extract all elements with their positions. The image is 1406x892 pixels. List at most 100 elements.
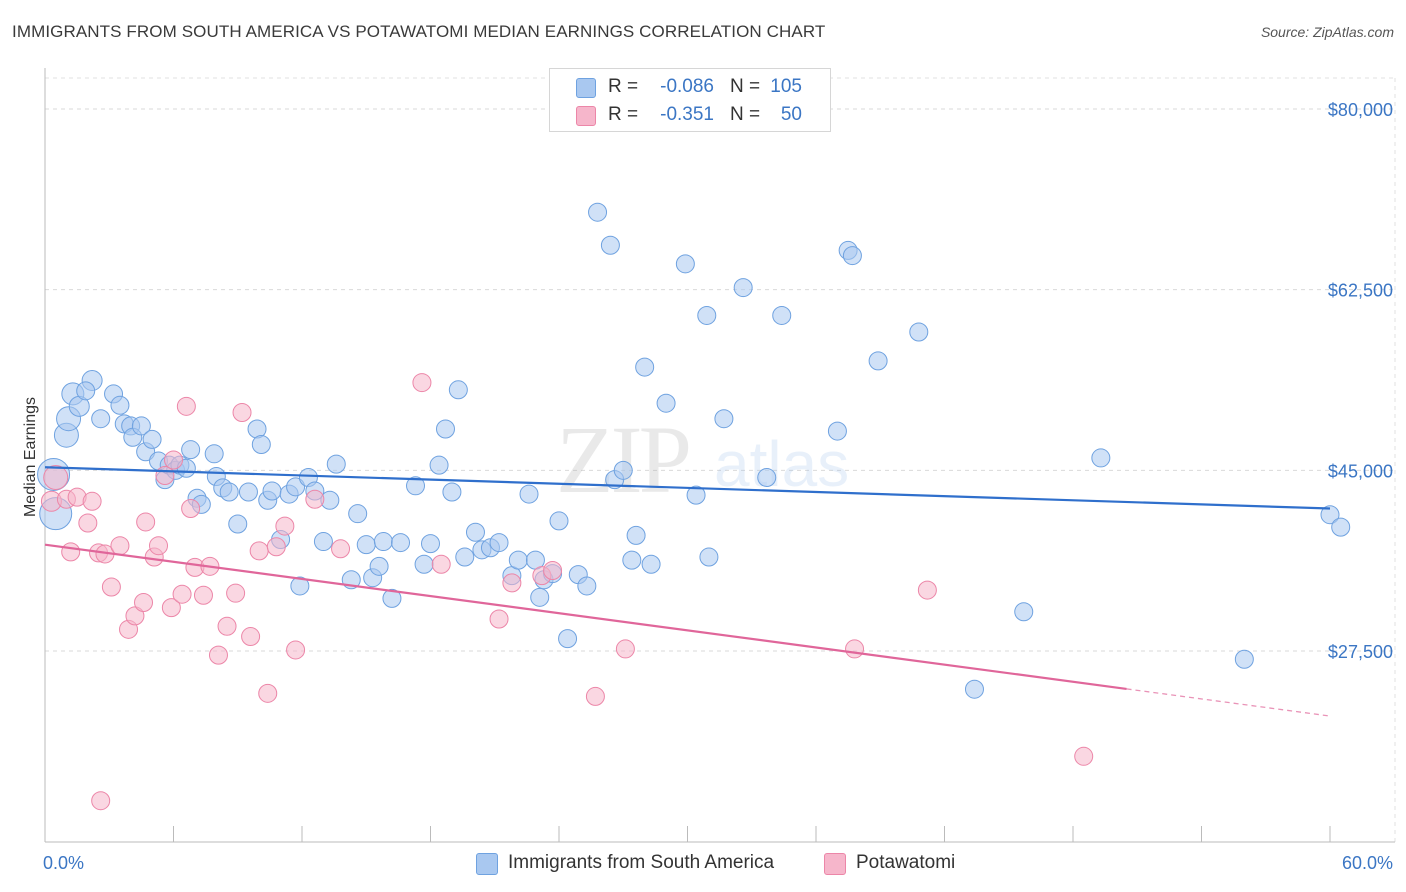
point-immigrants xyxy=(391,533,411,553)
trend-line-potawatomi xyxy=(44,543,1127,690)
point-immigrants xyxy=(406,476,426,496)
point-immigrants xyxy=(348,504,368,524)
point-potawatomi xyxy=(61,542,81,562)
point-immigrants xyxy=(489,533,509,553)
point-immigrants xyxy=(356,535,376,555)
point-potawatomi xyxy=(43,465,69,491)
y-tick-label: $45,000 xyxy=(1328,461,1393,481)
point-immigrants xyxy=(455,547,475,567)
watermark: ZIP atlas xyxy=(556,406,849,513)
point-potawatomi xyxy=(125,606,145,626)
trend-line-immigrants xyxy=(44,466,1331,510)
y-axis-label: Median Earnings xyxy=(22,397,39,517)
legend-swatch-immigrants xyxy=(576,78,596,98)
point-immigrants xyxy=(1014,602,1034,622)
point-immigrants xyxy=(868,351,888,371)
point-potawatomi xyxy=(585,686,605,706)
point-potawatomi xyxy=(412,373,432,393)
point-immigrants xyxy=(842,246,862,266)
watermark-zip: ZIP xyxy=(556,406,689,513)
point-immigrants xyxy=(238,482,258,502)
point-immigrants xyxy=(448,380,468,400)
point-potawatomi xyxy=(249,541,269,561)
point-immigrants xyxy=(369,556,389,576)
point-immigrants xyxy=(699,547,719,567)
legend-swatch-potawatomi xyxy=(576,106,596,126)
legend-n-label: N = xyxy=(730,104,761,125)
point-potawatomi xyxy=(232,403,252,423)
legend-r-label: R = xyxy=(608,76,639,97)
point-immigrants xyxy=(290,576,310,596)
point-immigrants xyxy=(519,484,539,504)
point-immigrants xyxy=(613,460,633,480)
point-immigrants xyxy=(131,416,151,436)
x-tick-label: 60.0% xyxy=(1342,853,1393,873)
axes xyxy=(44,68,1395,843)
point-immigrants xyxy=(697,305,717,325)
point-immigrants xyxy=(626,525,646,545)
point-potawatomi xyxy=(110,536,130,556)
point-immigrants xyxy=(733,278,753,298)
point-immigrants xyxy=(435,419,455,439)
point-immigrants xyxy=(1331,517,1351,537)
legend-r-value: -0.086 xyxy=(660,76,714,97)
point-potawatomi xyxy=(101,577,121,597)
y-tick-label: $80,000 xyxy=(1328,100,1393,120)
point-immigrants xyxy=(508,550,528,570)
point-immigrants xyxy=(641,554,661,574)
point-immigrants xyxy=(251,435,271,455)
trend-line-potawatomi-extension xyxy=(1126,688,1331,717)
point-potawatomi xyxy=(543,560,563,580)
point-immigrants xyxy=(757,468,777,488)
correlation-legend: R = -0.086 N = 105 R = -0.351 N = 50 xyxy=(549,68,831,132)
point-potawatomi xyxy=(226,583,246,603)
legend-row-immigrants: R = -0.086 N = 105 xyxy=(550,74,830,100)
point-potawatomi xyxy=(181,499,201,519)
point-immigrants xyxy=(373,532,393,552)
point-immigrants xyxy=(91,409,111,429)
point-potawatomi xyxy=(275,516,295,536)
series-potawatomi-points xyxy=(40,373,1094,811)
point-potawatomi xyxy=(615,639,635,659)
legend-n-value: 105 xyxy=(770,76,802,97)
point-potawatomi xyxy=(176,396,196,416)
point-immigrants xyxy=(558,629,578,649)
y-tick-label: $62,500 xyxy=(1328,281,1393,301)
point-immigrants xyxy=(228,514,248,534)
point-immigrants xyxy=(714,409,734,429)
bottom-legend-label: Potawatomi xyxy=(856,852,956,873)
point-immigrants xyxy=(964,679,984,699)
point-immigrants xyxy=(262,481,282,501)
legend-n-value: 50 xyxy=(780,104,802,125)
point-immigrants xyxy=(1091,448,1111,468)
point-potawatomi xyxy=(1074,746,1094,766)
point-immigrants xyxy=(1234,649,1254,669)
point-potawatomi xyxy=(149,536,169,556)
point-potawatomi xyxy=(78,513,98,533)
point-potawatomi xyxy=(431,554,451,574)
point-potawatomi xyxy=(193,585,213,605)
point-potawatomi xyxy=(161,598,181,618)
point-potawatomi xyxy=(91,791,111,811)
point-immigrants xyxy=(414,554,434,574)
point-immigrants xyxy=(1320,505,1340,525)
legend-r-value: -0.351 xyxy=(660,104,714,125)
legend-r-label: R = xyxy=(608,104,639,125)
point-potawatomi xyxy=(241,627,261,647)
point-immigrants xyxy=(635,357,655,377)
point-potawatomi xyxy=(305,489,325,509)
bottom-legend-label: Immigrants from South America xyxy=(508,852,775,873)
point-immigrants xyxy=(204,444,224,464)
point-immigrants xyxy=(110,395,130,415)
point-potawatomi xyxy=(917,580,937,600)
point-immigrants xyxy=(465,522,485,542)
point-immigrants xyxy=(600,235,620,255)
y-tick-labels: $27,500 $45,000 $62,500 $80,000 xyxy=(1328,100,1393,662)
point-potawatomi xyxy=(258,683,278,703)
x-tick-labels: 0.0% 60.0% xyxy=(43,853,1393,873)
point-potawatomi xyxy=(502,573,522,593)
chart-title: IMMIGRANTS FROM SOUTH AMERICA VS POTAWAT… xyxy=(12,22,826,41)
point-immigrants xyxy=(656,393,676,413)
point-immigrants xyxy=(219,482,239,502)
